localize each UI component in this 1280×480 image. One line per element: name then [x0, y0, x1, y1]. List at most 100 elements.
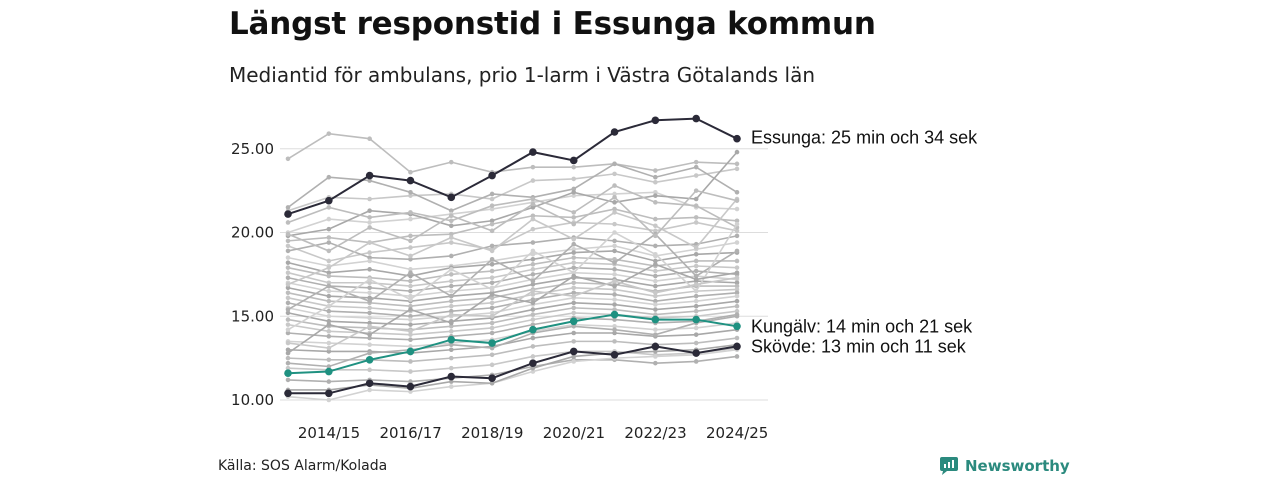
data-point — [693, 263, 699, 269]
highlighted-series-1 — [284, 310, 741, 378]
series-line — [287, 266, 738, 292]
data-point — [367, 215, 372, 220]
data-point — [612, 257, 617, 262]
background-series — [285, 131, 740, 403]
data-point — [612, 339, 617, 344]
brand-logo[interactable]: Newsworthy — [939, 456, 1070, 476]
data-point — [530, 312, 536, 317]
data-point — [285, 248, 291, 254]
data-point — [612, 292, 617, 297]
data-point — [571, 290, 577, 296]
background-series-line — [285, 188, 740, 254]
data-point — [285, 238, 291, 244]
data-point — [530, 365, 536, 371]
data-point — [285, 307, 291, 312]
data-point — [571, 241, 577, 247]
data-point — [693, 196, 699, 202]
data-point — [530, 369, 536, 374]
series-line — [287, 271, 738, 297]
series-line — [287, 191, 738, 234]
data-point — [448, 329, 454, 334]
data-point — [408, 238, 413, 244]
data-point — [448, 235, 454, 240]
data-point — [653, 179, 658, 185]
data-point — [367, 136, 372, 141]
chart-subtitle: Mediantid för ambulans, prio 1-larm i Vä… — [229, 63, 815, 87]
data-point — [489, 325, 495, 331]
data-point — [653, 298, 658, 304]
data-point — [530, 317, 536, 322]
series-line — [287, 208, 738, 244]
data-point — [571, 300, 577, 306]
data-point — [612, 221, 617, 227]
data-point — [530, 196, 536, 202]
data-point — [734, 149, 740, 155]
data-point — [612, 287, 617, 292]
data-point — [612, 297, 617, 302]
data-point — [285, 365, 291, 371]
data-point — [408, 297, 413, 302]
data-point — [326, 283, 332, 289]
x-tick-label: 2016/17 — [379, 424, 441, 442]
data-point — [285, 231, 291, 237]
data-point — [489, 243, 495, 249]
data-point — [448, 283, 454, 289]
data-point — [734, 198, 740, 203]
data-point — [367, 367, 372, 373]
data-point — [408, 273, 413, 279]
data-point — [489, 203, 495, 208]
data-point — [571, 330, 577, 336]
data-point — [325, 389, 333, 398]
data-point — [693, 332, 699, 337]
data-point — [448, 293, 454, 299]
data-point — [408, 313, 413, 319]
data-point — [326, 318, 332, 324]
data-point — [734, 293, 740, 299]
data-point — [367, 290, 372, 296]
data-point — [285, 360, 291, 366]
data-point — [653, 302, 658, 307]
data-point — [284, 389, 292, 398]
y-tick-label: 20.00 — [231, 224, 274, 242]
data-point — [692, 349, 700, 357]
data-point — [448, 240, 454, 245]
data-point — [489, 248, 495, 254]
data-point — [653, 262, 658, 267]
newsworthy-logo-icon — [940, 457, 958, 475]
data-point — [693, 303, 699, 309]
data-point — [530, 257, 536, 262]
data-point — [367, 220, 372, 225]
data-point — [612, 195, 617, 200]
data-point — [612, 248, 617, 254]
data-point — [408, 359, 413, 364]
data-point — [734, 265, 740, 270]
data-point — [693, 308, 699, 314]
data-point — [408, 253, 413, 259]
data-point — [488, 171, 496, 180]
data-point — [529, 325, 537, 334]
data-point — [653, 327, 658, 332]
data-point — [489, 305, 495, 311]
data-point — [692, 114, 700, 123]
data-point — [285, 310, 291, 316]
data-point — [284, 210, 292, 218]
data-point — [367, 335, 372, 341]
y-tick-label: 25.00 — [231, 140, 274, 158]
data-point — [447, 193, 456, 202]
data-point — [653, 349, 658, 354]
data-point — [530, 300, 536, 306]
data-point — [693, 245, 699, 250]
data-point — [612, 238, 617, 244]
data-point — [733, 342, 741, 351]
data-point — [693, 164, 699, 170]
data-point — [285, 243, 291, 249]
data-point — [365, 379, 374, 388]
data-point — [571, 270, 577, 276]
series-line — [287, 261, 738, 287]
data-point — [367, 267, 372, 272]
data-point — [285, 282, 291, 287]
data-point — [571, 285, 577, 291]
data-point — [408, 322, 413, 327]
data-point — [653, 251, 658, 257]
background-series-line — [285, 262, 740, 356]
